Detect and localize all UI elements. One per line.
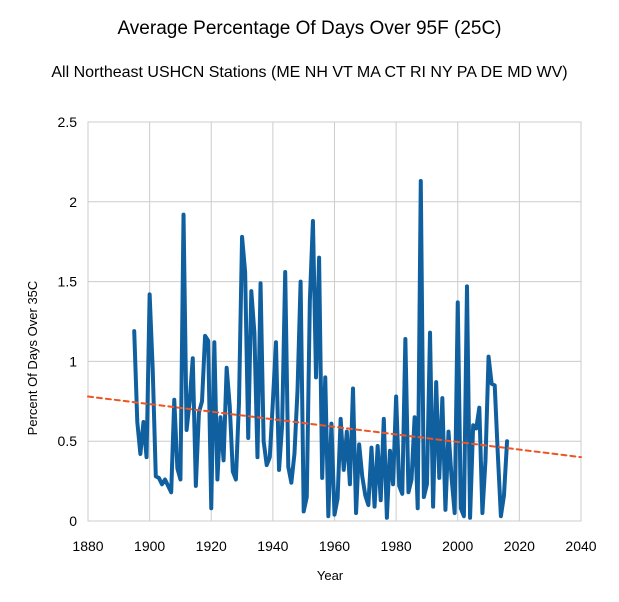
x-tick-label: 1940	[257, 538, 288, 554]
y-axis-label: Percent Of Days Over 35C	[25, 281, 40, 436]
chart-ticks: 0 0.5 1 1.5 2 2.5 1880 1900 1920 1940 1960 1980 2000…	[58, 114, 597, 554]
x-tick-label: 1900	[134, 538, 165, 554]
chart-series	[87, 179, 582, 520]
x-tick-label: 2020	[504, 538, 535, 554]
y-tick-label: 1.5	[58, 274, 78, 290]
x-tick-label: 1880	[72, 538, 103, 554]
x-tick-label: 1960	[319, 538, 350, 554]
y-tick-label: 2.5	[58, 114, 78, 130]
chart-subtitle: All Northeast USHCN Stations (ME NH VT M…	[51, 64, 568, 81]
x-axis-label: Year	[317, 568, 344, 583]
x-tick-label: 1920	[196, 538, 227, 554]
x-tick-label: 1980	[381, 538, 412, 554]
y-tick-label: 1	[69, 353, 77, 369]
x-tick-label: 2040	[565, 538, 596, 554]
series-line	[132, 179, 510, 520]
y-tick-label: 2	[69, 194, 77, 210]
y-tick-label: 0	[69, 513, 77, 529]
x-tick-label: 2000	[442, 538, 473, 554]
chart-title: Average Percentage Of Days Over 95F (25C…	[117, 18, 502, 39]
trend-line	[87, 395, 582, 459]
y-tick-label: 0.5	[58, 433, 78, 449]
